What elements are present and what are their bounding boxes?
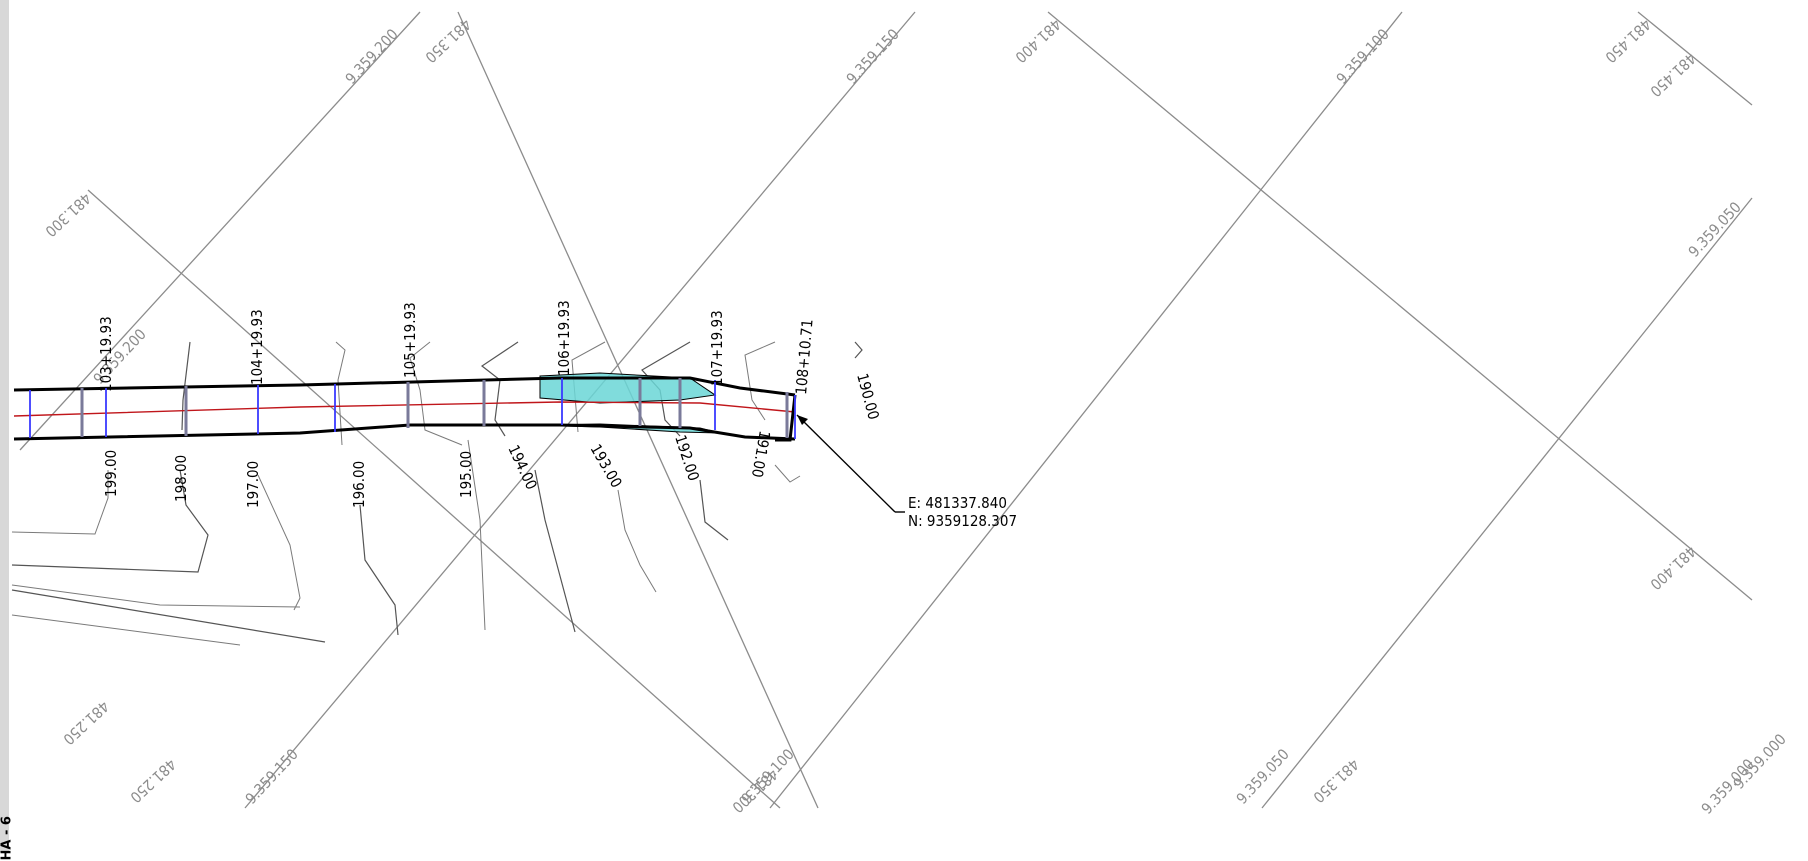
station-label: 106+19.93	[555, 300, 573, 376]
road-centerline	[13, 401, 796, 417]
grid-label: 481.300	[728, 765, 781, 816]
grid-label: 481.450	[1601, 15, 1654, 66]
grid-label: 481.400	[1646, 542, 1699, 593]
grid-lines-easting	[87, 11, 1753, 809]
grid-label: 481.300	[41, 189, 94, 240]
grid-line-e-481350	[457, 11, 819, 809]
contour-line	[617, 489, 657, 593]
road-corridor	[13, 372, 797, 442]
grid-line-e-481400	[1047, 11, 1753, 601]
station-labels: 103+19.93 104+19.93 105+19.93 106+19.93 …	[97, 300, 817, 395]
grid-lines-northing	[19, 11, 1753, 809]
contour-line	[774, 464, 801, 483]
grid-line-e-481450	[1637, 11, 1753, 106]
grid-labels: 9.359.200 9.359.150 9.359.100 9.359.050 …	[41, 15, 1789, 818]
contour-line	[744, 341, 776, 421]
road-edge-bottom	[13, 423, 796, 441]
grid-line-n-9359100	[769, 11, 1403, 809]
contour-line	[480, 341, 519, 437]
grid-label: 9.359.050	[1233, 745, 1293, 807]
grid-line-n-9359050	[1261, 197, 1753, 809]
station-label: 108+10.71	[792, 318, 817, 395]
contour-line	[467, 439, 486, 631]
station-label: 107+19.93	[708, 310, 726, 386]
contour-line	[571, 341, 606, 433]
elevation-label: 190.00	[853, 371, 883, 421]
elevation-label: 197.00	[244, 461, 262, 508]
grid-label: 9.359.200	[342, 25, 402, 87]
grid-label: 481.350	[421, 15, 474, 66]
contour-line	[11, 469, 209, 573]
elevation-label: 195.00	[457, 451, 475, 498]
contour-line	[11, 589, 326, 643]
cross-sections	[29, 378, 796, 439]
elevation-label: 194.00	[504, 442, 540, 492]
station-label: 105+19.93	[401, 302, 419, 378]
callout-arrowhead	[797, 415, 808, 425]
grid-label: 481.350	[1309, 755, 1362, 806]
contour-line	[359, 504, 399, 636]
coordinate-callout: E: 481337.840 N: 9359128.307	[796, 414, 1017, 530]
contour-line	[854, 341, 863, 359]
contour-line	[257, 474, 301, 611]
grid-label: 9.359.100	[1333, 25, 1393, 87]
contour-line	[11, 614, 241, 646]
elevation-label: 193.00	[587, 441, 626, 491]
grid-label: 9.359.150	[843, 25, 903, 87]
road-edge-top	[13, 376, 796, 397]
grid-line-e-481300	[87, 189, 781, 809]
grid-label: 481.250	[59, 697, 112, 748]
grid-label: 481.250	[126, 755, 179, 806]
elevation-label: 198.00	[172, 455, 190, 502]
grid-line-n-9359150	[244, 11, 916, 809]
contour-line	[11, 470, 109, 535]
elevation-label: 199.00	[102, 450, 120, 497]
station-label: 103+19.93	[97, 316, 115, 392]
fill-area	[539, 372, 717, 404]
contour-line	[335, 341, 346, 446]
contour-line	[181, 341, 191, 431]
contour-line	[534, 469, 576, 633]
sheet-side-strip	[0, 0, 9, 852]
station-label: 104+19.93	[248, 309, 266, 385]
grid-label: 481.400	[1011, 15, 1064, 66]
callout-leader	[796, 414, 896, 513]
callout-northing: N: 9359128.307	[908, 512, 1017, 530]
elevation-label: 192.00	[671, 433, 703, 483]
grid-label: 481.450	[1646, 49, 1699, 100]
road-end-cap	[775, 394, 797, 442]
grid-label: 9.359.150	[242, 745, 302, 807]
grid-label: 9.359.050	[1685, 198, 1745, 260]
elevation-label: 196.00	[350, 461, 368, 508]
contour-line	[409, 341, 463, 446]
grid-line-n-9359200	[19, 11, 421, 451]
contour-line	[699, 479, 729, 541]
terrain-contours	[11, 341, 863, 646]
callout-easting: E: 481337.840	[908, 494, 1007, 512]
contour-line	[11, 584, 301, 608]
